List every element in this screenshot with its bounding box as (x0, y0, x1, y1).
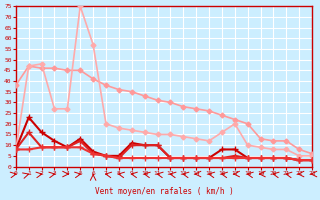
X-axis label: Vent moyen/en rafales ( km/h ): Vent moyen/en rafales ( km/h ) (95, 187, 233, 196)
